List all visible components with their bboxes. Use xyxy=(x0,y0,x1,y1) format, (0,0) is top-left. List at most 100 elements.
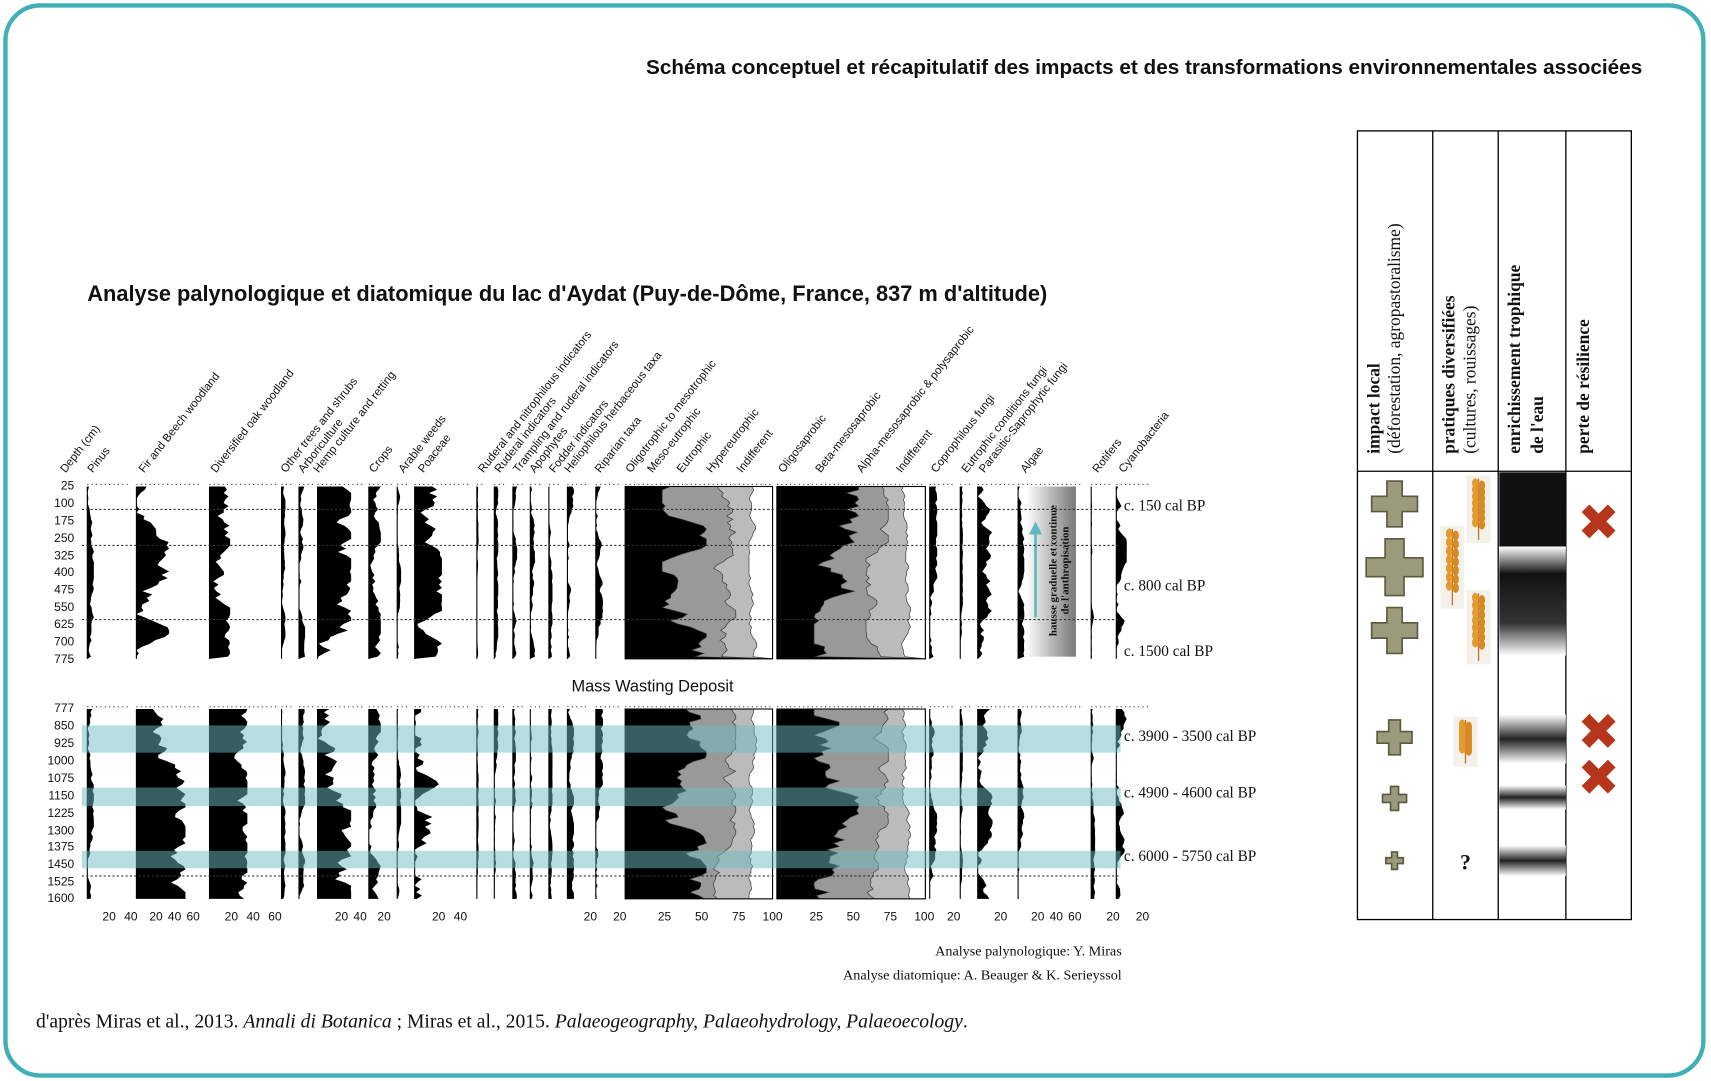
wheat-grain xyxy=(1445,554,1453,565)
table-subheader: (cultures, rouissages) xyxy=(1459,305,1479,453)
wheat-grain xyxy=(1478,595,1486,605)
anthropisation-box xyxy=(1025,486,1076,657)
axis-tick-label: 20 xyxy=(613,910,627,924)
wheat-grain xyxy=(1478,519,1486,530)
citation-part: d'après Miras et al., 2013. xyxy=(36,1012,243,1033)
curve xyxy=(494,709,499,899)
wheat-grain xyxy=(1472,600,1479,611)
trophic-block xyxy=(1499,472,1566,547)
impact-cross xyxy=(1385,851,1405,871)
axis-tick-label: 25 xyxy=(810,910,824,924)
axis-tick-label: 40 xyxy=(454,910,468,924)
credit: Analyse palynologique: Y. Miras xyxy=(935,944,1122,960)
axis-tick-label: 60 xyxy=(1068,910,1082,924)
axis-tick-label: 50 xyxy=(695,910,709,924)
citation-part: ; Miras et al., 2015. xyxy=(392,1012,555,1033)
axis-tick-label: 20 xyxy=(377,910,391,924)
depth-label: 1000 xyxy=(47,754,74,768)
impact-cross xyxy=(1365,538,1424,597)
curve xyxy=(595,486,603,659)
axis-tick-label: 40 xyxy=(246,910,260,924)
depth-label: 1300 xyxy=(47,823,74,837)
curve xyxy=(1116,486,1127,659)
depth-label: 400 xyxy=(54,565,74,579)
depth-label: 1450 xyxy=(47,857,74,871)
annotation: hausse graduelle et continue xyxy=(1047,505,1059,636)
annotation: de l'anthropisation xyxy=(1059,527,1071,615)
wheat-grain xyxy=(1445,580,1453,591)
axis-tick-label: 25 xyxy=(658,910,672,924)
depth-label: 850 xyxy=(54,719,74,733)
axis-tick-label: 20 xyxy=(584,910,598,924)
axis-tick-label: 20 xyxy=(994,910,1008,924)
question-mark: ? xyxy=(1460,850,1471,874)
trophic-band xyxy=(1499,714,1566,764)
table-subheader: de l'eau xyxy=(1527,396,1547,454)
curve xyxy=(977,486,993,659)
curve xyxy=(209,486,231,659)
figure-title: Analyse palynologique et diatomique du l… xyxy=(87,281,1047,306)
axis-tick-label: 20 xyxy=(335,910,349,924)
wheat-grain xyxy=(1472,615,1479,626)
diagram: hausse graduelle et continue de l'anthrop… xyxy=(47,130,1632,924)
axis-tick-label: 20 xyxy=(947,910,961,924)
hiatus-label: Mass Wasting Deposit xyxy=(571,678,734,696)
x-stroke xyxy=(1581,713,1616,748)
zone-label: c. 6000 - 5750 cal BP xyxy=(1124,848,1256,865)
axis-tick-label: 20 xyxy=(1136,910,1150,924)
column-label: Crops xyxy=(367,444,395,476)
axis-tick-label: 20 xyxy=(149,910,163,924)
depth-label: 550 xyxy=(54,600,74,614)
impact-cross xyxy=(1381,785,1408,812)
axis-tick-label: 50 xyxy=(847,910,861,924)
citation-journal: Annali di Botanica xyxy=(241,1012,391,1033)
curve xyxy=(414,486,442,659)
column-label: Parasitic-Saprophytic fungi xyxy=(977,361,1070,476)
axis-tick-label: 20 xyxy=(1106,910,1120,924)
column-label: Algae xyxy=(1019,445,1046,475)
axis-tick-label: 75 xyxy=(732,910,746,924)
summary-table: impact local (déforestation, agropastoral… xyxy=(1356,130,1632,921)
wheat-grain xyxy=(1472,622,1479,633)
impact-cross xyxy=(1370,480,1419,528)
depth-label: 1075 xyxy=(47,771,74,785)
curve xyxy=(1018,486,1025,659)
depth-label: 1150 xyxy=(48,788,74,802)
depth-label: 777 xyxy=(54,701,74,715)
wheat-grain xyxy=(1445,537,1453,548)
wheat-grain xyxy=(1478,624,1486,635)
wheat-grain xyxy=(1478,639,1486,650)
wheat-grain xyxy=(1452,530,1459,541)
axis-tick-label: 100 xyxy=(914,910,934,924)
column-label: Cyanobacteria xyxy=(1117,409,1172,475)
depth-label: 1225 xyxy=(47,806,74,820)
arrow-head xyxy=(1029,521,1043,535)
axis-tick-label: 40 xyxy=(124,910,138,924)
wheat-grain xyxy=(1478,617,1486,628)
zone-band xyxy=(81,725,1121,753)
wheat-grain xyxy=(1472,637,1479,648)
curve xyxy=(298,486,306,659)
wheat-grain xyxy=(1452,556,1459,567)
column-label: Hypereutrophic xyxy=(704,407,761,476)
axis-tick-label: 20 xyxy=(432,910,446,924)
frame xyxy=(3,3,1706,1078)
curve xyxy=(414,709,439,899)
table-header: perte de résilience xyxy=(1573,319,1593,454)
table-subheader: (déforestation, agropastoralisme) xyxy=(1384,223,1404,454)
depth-label: 1600 xyxy=(47,891,74,905)
trophic-band xyxy=(1499,785,1566,810)
axis-tick-label: 40 xyxy=(168,910,182,924)
depth-label: 775 xyxy=(54,652,74,666)
credit: Analyse diatomique: A. Beauger & K. Seri… xyxy=(843,968,1122,984)
curve xyxy=(530,486,536,659)
zone-label: c. 3900 - 3500 cal BP xyxy=(1124,728,1256,745)
wheat-grain xyxy=(1445,528,1453,539)
depth-label: 325 xyxy=(54,548,74,562)
wheat-grain xyxy=(1465,745,1473,756)
wheat-grain xyxy=(1452,539,1459,550)
axis-tick-label: 75 xyxy=(884,910,898,924)
wheat-grain xyxy=(1452,583,1459,593)
table-header: impact local xyxy=(1363,363,1383,454)
